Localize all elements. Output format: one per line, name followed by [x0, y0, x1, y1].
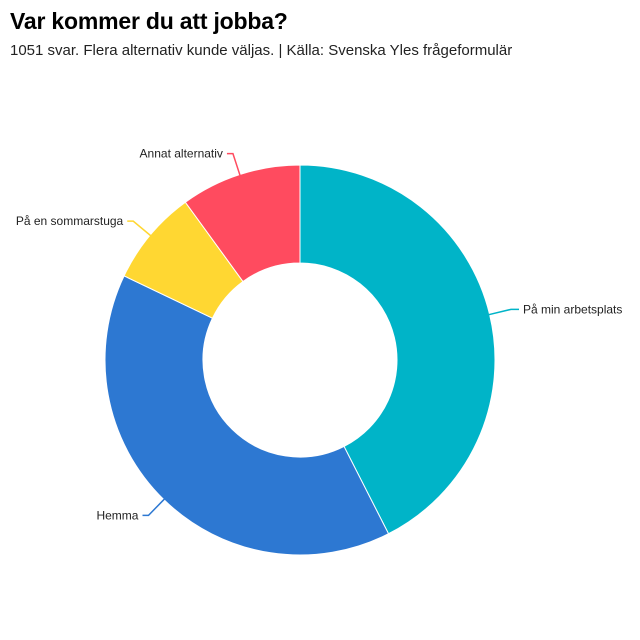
donut-slice [104, 275, 390, 556]
chart-title: Var kommer du att jobba? [10, 8, 288, 34]
label-leader-line [487, 308, 520, 316]
donut-slice [299, 164, 496, 535]
donut-slice [184, 164, 301, 283]
slice-label: Hemma [96, 508, 138, 522]
slice-label: Annat alternativ [140, 147, 223, 161]
label-leader-line [226, 152, 242, 177]
label-leader-line [127, 220, 153, 238]
slice-label: På min arbetsplats [523, 302, 622, 316]
slice-label: På en sommarstuga [16, 214, 124, 228]
label-leader-line [142, 497, 166, 517]
chart-subtitle: 1051 svar. Flera alternativ kunde väljas… [10, 42, 513, 59]
